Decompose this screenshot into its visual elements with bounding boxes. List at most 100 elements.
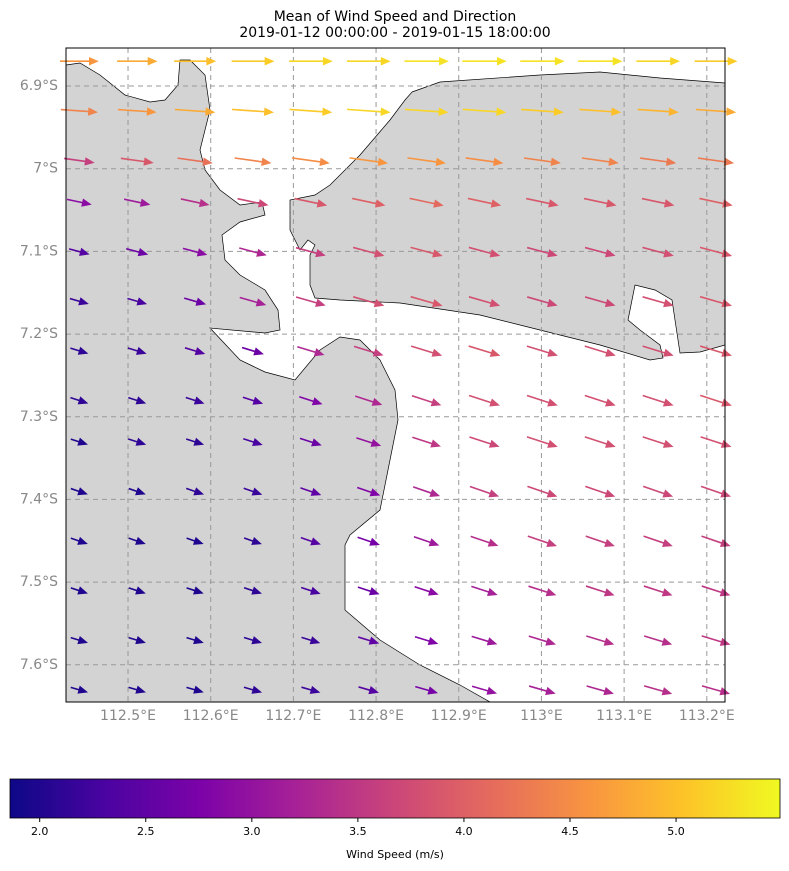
wind-arrow	[642, 394, 674, 407]
wind-arrow	[528, 585, 557, 597]
wind-arrow	[174, 107, 216, 116]
wind-arrow	[642, 345, 674, 357]
arrows	[60, 57, 738, 696]
wind-arrow	[581, 157, 619, 166]
y-tick-label: 7.5°S	[20, 574, 58, 590]
wind-arrow	[299, 437, 322, 447]
wind-arrow	[357, 586, 380, 596]
wind-arrow	[527, 535, 557, 547]
colorbar-label: Wind Speed (m/s)	[346, 848, 444, 861]
wind-arrow	[413, 535, 440, 547]
wind-arrow	[349, 157, 389, 167]
wind-arrow	[584, 436, 616, 448]
wind-arrow	[127, 297, 148, 306]
wind-arrow	[70, 346, 89, 355]
wind-arrow	[410, 295, 443, 308]
wind-arrow	[127, 346, 147, 355]
wind-arrow	[471, 685, 498, 695]
wind-arrow	[64, 157, 95, 166]
wind-arrow	[184, 347, 206, 356]
wind-arrow	[468, 394, 500, 407]
wind-arrow	[699, 394, 732, 407]
wind-arrow	[584, 246, 616, 258]
colorbar-tick-label: 2.5	[137, 825, 155, 838]
wind-arrow	[694, 57, 738, 66]
wind-arrow	[407, 157, 446, 167]
wind-arrow	[642, 246, 674, 258]
wind-arrow	[186, 586, 204, 595]
wind-arrow	[583, 197, 617, 208]
wind-arrow	[699, 246, 733, 258]
x-tick-label: 112.9°E	[431, 708, 487, 724]
wind-arrow	[585, 535, 615, 547]
wind-arrow	[526, 394, 558, 407]
wind-arrow	[469, 436, 500, 448]
wind-arrow	[243, 536, 262, 545]
wind-arrow	[291, 157, 330, 167]
y-tick-label: 6.9°S	[20, 78, 58, 94]
wind-arrow	[642, 485, 674, 498]
wind-arrow	[243, 487, 263, 496]
y-tick-label: 7.6°S	[20, 657, 58, 673]
wind-arrow	[414, 635, 439, 646]
wind-arrow	[128, 586, 146, 595]
wind-arrow	[242, 396, 264, 405]
wind-arrow	[640, 157, 677, 166]
colorbar-tick-label: 3.0	[243, 825, 261, 838]
y-tick-label: 7.4°S	[20, 491, 58, 507]
wind-arrow	[526, 345, 558, 357]
wind-arrow	[586, 685, 614, 696]
wind-arrow	[66, 198, 92, 207]
y-tick-label: 7°S	[33, 161, 58, 177]
wind-arrow	[123, 198, 151, 207]
colorbar-tick-label: 4.0	[455, 825, 473, 838]
wind-arrow	[462, 57, 507, 66]
wind-arrow	[643, 535, 673, 547]
wind-arrow	[231, 57, 275, 66]
wind-arrow	[526, 436, 558, 448]
colorbar-tick-label: 2.0	[31, 825, 49, 838]
wind-arrow	[232, 107, 275, 116]
wind-arrow	[699, 345, 732, 357]
wind-arrow	[70, 586, 88, 595]
wind-arrow	[404, 57, 449, 66]
wind-arrow	[243, 636, 263, 645]
wind-arrow	[409, 197, 444, 208]
wind-arrow	[584, 394, 616, 407]
x-tick-label: 113°E	[520, 708, 563, 724]
wind-arrow	[637, 107, 679, 116]
wind-arrow	[468, 296, 501, 308]
wind-arrow	[289, 107, 333, 116]
wind-arrow	[68, 247, 90, 256]
wind-arrow	[295, 296, 326, 307]
wind-arrow	[347, 57, 391, 66]
wind-arrow	[186, 636, 204, 645]
colorbar-tick-label: 4.5	[561, 825, 579, 838]
wind-arrow	[468, 345, 501, 357]
wind-arrow	[60, 57, 99, 66]
wind-arrow	[527, 485, 558, 498]
wind-arrow	[467, 197, 502, 208]
wind-arrow	[415, 685, 439, 695]
wind-arrow	[69, 297, 89, 306]
wind-arrow	[471, 585, 498, 596]
y-tick-label: 7.2°S	[20, 326, 58, 342]
wind-arrow	[241, 346, 264, 356]
wind-arrow	[299, 395, 323, 406]
wind-arrow	[186, 685, 204, 694]
wind-arrow	[186, 536, 204, 545]
wind-arrow	[177, 157, 213, 166]
wind-arrow	[351, 197, 386, 208]
wind-arrow	[520, 57, 565, 66]
wind-arrow	[185, 396, 205, 405]
wind-arrow	[183, 297, 207, 306]
chart-subtitle: 2019-01-12 00:00:00 - 2019-01-15 18:00:0…	[239, 25, 550, 41]
x-tick-label: 113.1°E	[596, 708, 652, 724]
wind-arrow	[294, 197, 328, 208]
wind-arrow	[180, 198, 210, 208]
wind-arrow	[585, 485, 616, 498]
wind-arrow	[128, 437, 147, 446]
wind-arrow	[643, 635, 673, 646]
wind-arrow	[585, 585, 615, 597]
wind-arrow	[357, 536, 380, 546]
